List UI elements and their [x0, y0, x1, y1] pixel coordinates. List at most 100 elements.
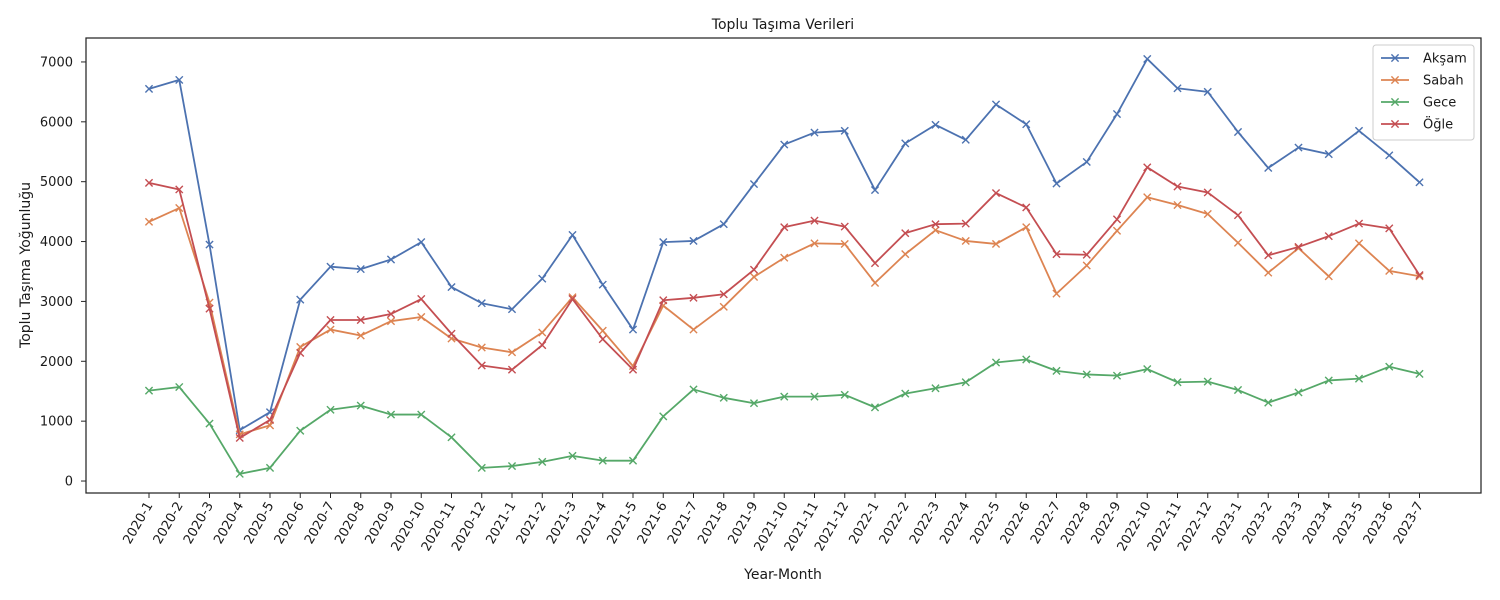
- data-point: [991, 100, 1001, 109]
- data-point: [961, 219, 970, 228]
- data-point: [870, 259, 880, 268]
- series-line: [148, 58, 1421, 432]
- data-point: [840, 239, 849, 249]
- y-tick-label: 6000: [40, 115, 73, 130]
- data-point: [1173, 84, 1182, 93]
- legend-entry: Sabah: [1381, 74, 1464, 89]
- data-point: [1233, 385, 1243, 395]
- data-point: [386, 255, 396, 264]
- data-point: [1415, 369, 1424, 378]
- data-point: [931, 220, 940, 229]
- data-point: [507, 365, 517, 374]
- data-point: [598, 280, 607, 289]
- data-point: [538, 457, 547, 466]
- data-point: [1082, 250, 1091, 259]
- legend-marker: [1390, 97, 1400, 107]
- data-point: [417, 410, 426, 419]
- data-point: [1324, 272, 1333, 281]
- series-3: [144, 355, 1424, 478]
- data-point: [1385, 266, 1394, 275]
- data-point: [1112, 215, 1122, 224]
- data-point: [719, 302, 728, 311]
- legend: Akşam Sabah Gece Öğle: [1372, 44, 1475, 141]
- legend-label: Sabah: [1423, 74, 1464, 89]
- data-point: [598, 326, 607, 335]
- data-point: [1324, 232, 1333, 241]
- data-point: [175, 203, 184, 213]
- data-point: [749, 179, 759, 189]
- legend-entry: Akşam: [1381, 52, 1467, 67]
- data-point: [1233, 238, 1243, 247]
- data-point: [477, 343, 486, 352]
- data-point: [1385, 151, 1394, 160]
- data-point: [1264, 163, 1273, 173]
- data-point: [598, 456, 607, 465]
- data-point: [961, 135, 970, 144]
- data-point: [931, 120, 940, 129]
- data-point: [628, 365, 638, 374]
- data-point: [386, 317, 396, 326]
- data-point: [568, 451, 577, 460]
- data-point: [1294, 388, 1303, 397]
- data-point: [175, 75, 184, 85]
- data-point: [1173, 182, 1182, 191]
- data-point: [507, 305, 517, 314]
- data-point: [326, 325, 335, 334]
- data-point: [749, 265, 759, 274]
- data-point: [296, 295, 305, 304]
- data-point: [1143, 163, 1152, 172]
- data-point: [144, 386, 154, 395]
- data-point: [901, 139, 910, 148]
- data-point: [235, 433, 244, 443]
- plot-frame: [85, 37, 1482, 494]
- data-point: [659, 412, 668, 421]
- data-point: [447, 329, 456, 338]
- y-tick-label: 3000: [40, 295, 73, 310]
- data-point: [870, 185, 880, 195]
- data-point: [659, 238, 668, 247]
- data-point: [326, 262, 335, 271]
- data-point: [961, 378, 970, 387]
- data-point: [265, 415, 275, 425]
- data-point: [538, 341, 547, 350]
- data-point: [780, 392, 789, 401]
- y-axis-label: Toplu Taşıma Yoğunluğu: [18, 182, 34, 349]
- data-point: [1112, 371, 1122, 380]
- data-point: [719, 290, 728, 299]
- data-point: [1022, 120, 1031, 129]
- data-point: [840, 390, 849, 399]
- legend-marker: [1390, 75, 1400, 85]
- data-point: [628, 325, 638, 334]
- data-point: [1354, 374, 1364, 383]
- data-point: [296, 348, 305, 358]
- data-point: [144, 217, 154, 226]
- data-point: [598, 335, 607, 344]
- data-point: [1415, 270, 1424, 280]
- data-point: [568, 230, 577, 240]
- data-point: [1052, 366, 1061, 375]
- data-point: [477, 361, 486, 370]
- data-point: [538, 274, 547, 283]
- data-point: [356, 331, 365, 340]
- data-point: [447, 433, 456, 442]
- data-point: [447, 282, 456, 292]
- data-point: [1324, 150, 1333, 159]
- data-point: [1264, 268, 1273, 277]
- data-point: [477, 463, 486, 472]
- data-point: [1264, 398, 1273, 407]
- y-tick-label: 5000: [40, 175, 73, 190]
- data-point: [1143, 54, 1152, 64]
- data-point: [507, 348, 517, 357]
- data-point: [1415, 178, 1424, 187]
- data-point: [1143, 193, 1152, 202]
- legend-box: [1372, 44, 1475, 141]
- y-tick-label: 7000: [40, 55, 73, 70]
- data-point: [205, 240, 214, 249]
- data-point: [901, 229, 910, 238]
- legend-label: Gece: [1423, 96, 1456, 111]
- data-point: [417, 312, 426, 322]
- data-point: [1022, 203, 1031, 212]
- legend-label: Akşam: [1423, 52, 1467, 67]
- y-tick-label: 4000: [40, 235, 73, 250]
